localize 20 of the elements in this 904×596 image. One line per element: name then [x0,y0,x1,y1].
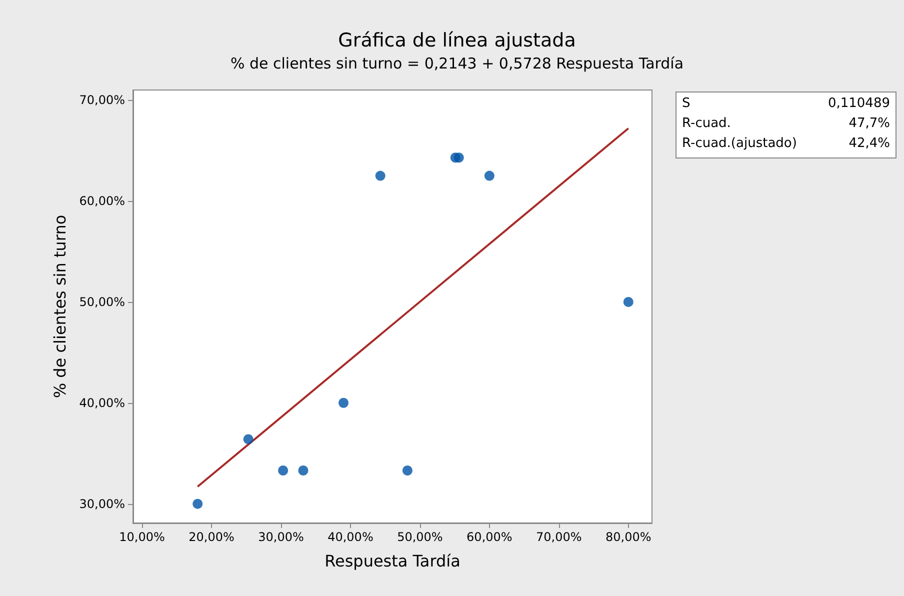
chart-title: Gráfica de línea ajustada [338,30,576,52]
x-tick-label: 10,00% [119,530,165,544]
y-tick-label: 50,00% [79,294,125,309]
x-tick-label: 60,00% [466,530,512,544]
y-tick-label: 40,00% [79,396,125,410]
x-tick-label: 50,00% [397,530,443,544]
chart-subtitle: % de clientes sin turno = 0,2143 + 0,5728 Respuesta Tardía [230,54,684,72]
y-tick-label: 70,00% [79,93,125,108]
text: S 0,110489 [682,96,890,111]
x-tick-label: 40,00% [328,530,374,544]
x-tick-label: 20,00% [188,530,234,544]
y-tick-label: 60,00% [79,194,125,208]
x-axis-title: Respuesta Tardía [324,552,460,570]
text: R-cuad.(ajustado) 42,4% [682,136,890,151]
y-tick-label: 30,00% [79,496,125,511]
x-tick-label: 30,00% [258,530,304,544]
y-axis-title: % de clientes sin turno [50,214,70,398]
x-tick-label: 80,00% [605,530,652,544]
text: R-cuad. 47,7% [682,116,890,131]
x-tick-label: 70,00% [536,530,582,544]
